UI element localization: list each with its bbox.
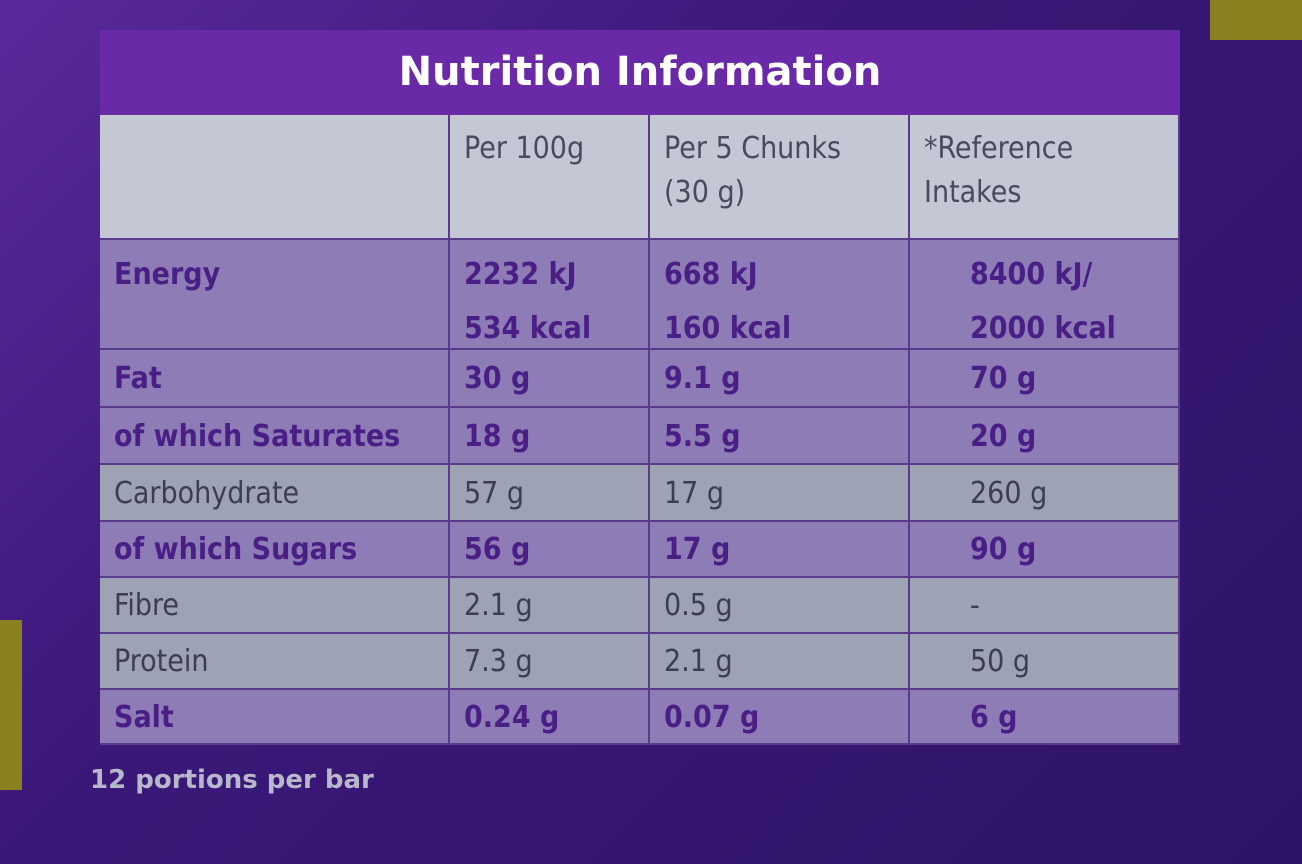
footer-note: 12 portions per bar (90, 765, 374, 795)
value-cell: 0.07 g (650, 690, 910, 745)
cell-text: Per 100g (464, 131, 585, 166)
cell-text: 2.1 g (664, 644, 733, 679)
value-cell: 7.3 g (450, 634, 650, 690)
cell-text: 56 g (464, 532, 531, 567)
cell-text: 260 g (970, 476, 1048, 511)
value-cell: 30 g (450, 350, 650, 408)
header-cell (100, 115, 450, 240)
value-cell: 56 g (450, 522, 650, 578)
row-name: of which Saturates (100, 408, 450, 465)
cell-text: 2.1 g (464, 588, 533, 623)
cell-text: 0.24 g (464, 700, 560, 735)
value-cell: 2232 kJ 534 kcal (450, 240, 650, 350)
cell-text: Per 5 Chunks (664, 131, 842, 166)
cell-text: 5.5 g (664, 419, 741, 454)
cell-text: 20 g (970, 419, 1037, 454)
value-cell: 17 g (650, 465, 910, 522)
value-cell: 8400 kJ/2000 kcal (910, 240, 1180, 350)
header-cell: *Reference Intakes (910, 115, 1180, 240)
row-name: Salt (100, 690, 450, 745)
row-name: Fat (100, 350, 450, 408)
packaging-edge (1210, 0, 1302, 40)
header-cell: Per 100g (450, 115, 650, 240)
value-cell: 0.5 g (650, 578, 910, 634)
value-cell: 70 g (910, 350, 1180, 408)
cell-text: 7.3 g (464, 644, 533, 679)
cell-text: (30 g) (664, 175, 746, 210)
value-cell: 668 kJ 160 kcal (650, 240, 910, 350)
cell-text: 668 kJ (664, 257, 758, 292)
value-cell: 6 g (910, 690, 1180, 745)
value-cell: 90 g (910, 522, 1180, 578)
cell-text: 70 g (970, 361, 1037, 396)
row-name: of which Sugars (100, 522, 450, 578)
row-name: Protein (100, 634, 450, 690)
cell-text: 30 g (464, 361, 531, 396)
value-cell: 9.1 g (650, 350, 910, 408)
value-cell: 17 g (650, 522, 910, 578)
cell-text: 534 kcal (464, 311, 592, 346)
value-cell: 260 g (910, 465, 1180, 522)
value-cell: 20 g (910, 408, 1180, 465)
cell-text: 50 g (970, 644, 1031, 679)
nutrition-table: Nutrition Information Per 100g Per 5 Chun… (100, 30, 1180, 745)
cell-text: *Reference (924, 131, 1074, 166)
value-cell: - (910, 578, 1180, 634)
value-cell: 0.24 g (450, 690, 650, 745)
value-cell: 5.5 g (650, 408, 910, 465)
cell-text: 57 g (464, 476, 525, 511)
row-name: Carbohydrate (100, 465, 450, 522)
table-title: Nutrition Information (100, 30, 1180, 115)
cell-text: 18 g (464, 419, 531, 454)
cell-text: - (970, 588, 980, 623)
cell-text: 0.5 g (664, 588, 733, 623)
cell-text: 17 g (664, 532, 731, 567)
cell-text: 6 g (970, 700, 1018, 735)
cell-text: 0.07 g (664, 700, 760, 735)
cell-text: Intakes (924, 175, 1022, 210)
cell-text: 8400 kJ/ (970, 257, 1093, 292)
cell-text: 2000 kcal (970, 311, 1116, 346)
value-cell: 18 g (450, 408, 650, 465)
value-cell: 2.1 g (650, 634, 910, 690)
row-name: Energy (100, 240, 450, 350)
cell-text: 9.1 g (664, 361, 741, 396)
value-cell: 57 g (450, 465, 650, 522)
value-cell: 2.1 g (450, 578, 650, 634)
packaging-edge (0, 620, 22, 790)
cell-text: 2232 kJ (464, 257, 577, 292)
row-name: Fibre (100, 578, 450, 634)
value-cell: 50 g (910, 634, 1180, 690)
header-cell: Per 5 Chunks (30 g) (650, 115, 910, 240)
cell-text: 160 kcal (664, 311, 792, 346)
cell-text: 17 g (664, 476, 725, 511)
cell-text: 90 g (970, 532, 1037, 567)
